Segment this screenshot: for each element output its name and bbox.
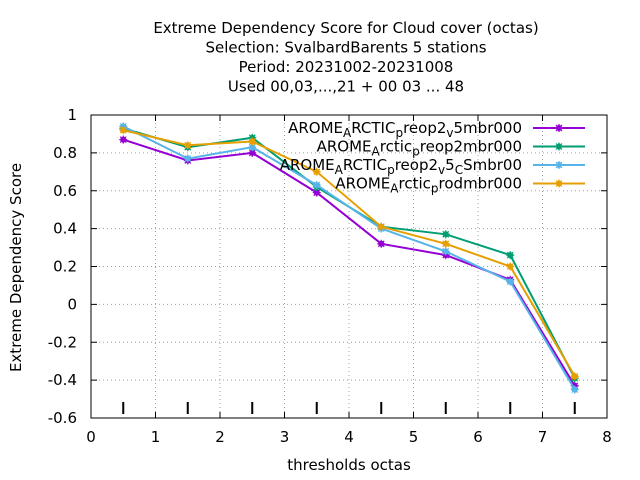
data-point (570, 372, 579, 381)
x-tick-label: 0 (86, 428, 96, 446)
data-point (555, 161, 563, 169)
data-point (570, 385, 579, 394)
y-tick-label: -0.6 (48, 409, 77, 427)
title-line: Period: 20231002-20231008 (239, 58, 454, 76)
x-axis-ticks: 0 1 2 3 4 5 6 7 8 (86, 115, 612, 446)
y-tick-label: 0.8 (53, 144, 77, 162)
data-series (119, 122, 579, 394)
data-point (312, 181, 321, 190)
series-path (123, 129, 576, 377)
data-point (119, 126, 128, 135)
title-line: Selection: SvalbardBarents 5 stations (205, 39, 486, 57)
x-axis-label: thresholds octas (287, 456, 411, 474)
x-tick-label: 3 (280, 428, 290, 446)
data-point (555, 142, 563, 151)
data-point (312, 167, 321, 176)
y-tick-label: -0.2 (48, 333, 77, 351)
data-point (441, 247, 450, 256)
data-point (441, 230, 450, 239)
data-point (183, 141, 192, 150)
legend-entry: AROMEArcticpreop2mbr000 (317, 138, 585, 159)
x-tick-label: 7 (538, 428, 548, 446)
threshold-markers (122, 402, 576, 414)
title-line: Used 00,03,...,21 + 00 03 ... 48 (228, 78, 464, 96)
y-tick-label: 0 (67, 295, 77, 313)
x-tick-label: 4 (344, 428, 354, 446)
y-tick-label: 1 (67, 106, 77, 124)
data-point (248, 137, 257, 146)
data-point (377, 222, 386, 231)
data-point (441, 239, 450, 248)
data-point (506, 277, 515, 286)
x-tick-label: 1 (151, 428, 161, 446)
y-tick-label: 0.6 (53, 182, 77, 200)
series-path (122, 125, 576, 391)
x-tick-label: 2 (215, 428, 225, 446)
series-line (119, 126, 579, 381)
legend-entry: AROMEARCTICpreop2v5mbr000 (288, 119, 585, 140)
data-point (555, 179, 563, 188)
y-axis-ticks: -0.6 -0.4 -0.2 0 0.2 0.4 0.6 0.8 1 (48, 106, 607, 427)
y-tick-label: 0.4 (53, 220, 77, 238)
data-point (119, 135, 128, 144)
legend-label: AROMEARCTICpreop2v5CSmbr00 (280, 156, 522, 177)
y-tick-label: -0.4 (48, 371, 77, 389)
legend: AROMEARCTICpreop2v5mbr000AROMEArcticpreo… (280, 119, 585, 195)
y-tick-label: 0.2 (53, 258, 77, 276)
y-axis-label: Extreme Dependency Score (7, 163, 25, 372)
x-tick-label: 5 (409, 428, 419, 446)
data-point (183, 154, 192, 163)
legend-entry: AROMEARCTICpreop2v5CSmbr00 (280, 156, 585, 177)
data-point (555, 124, 563, 132)
legend-label: AROMEARCTICpreop2v5mbr000 (288, 119, 522, 140)
legend-label: AROMEArcticprodmbr000 (335, 175, 522, 196)
data-point (506, 262, 515, 271)
legend-label: AROMEArcticpreop2mbr000 (317, 138, 522, 159)
data-point (377, 239, 386, 248)
x-tick-label: 8 (602, 428, 612, 446)
grid-lines (91, 115, 607, 418)
title-line: Extreme Dependency Score for Cloud cover… (153, 19, 538, 37)
chart-title: Extreme Dependency Score for Cloud cover… (153, 19, 538, 96)
x-tick-label: 6 (473, 428, 483, 446)
data-point (506, 251, 515, 260)
legend-entry: AROMEArcticprodmbr000 (335, 175, 585, 196)
